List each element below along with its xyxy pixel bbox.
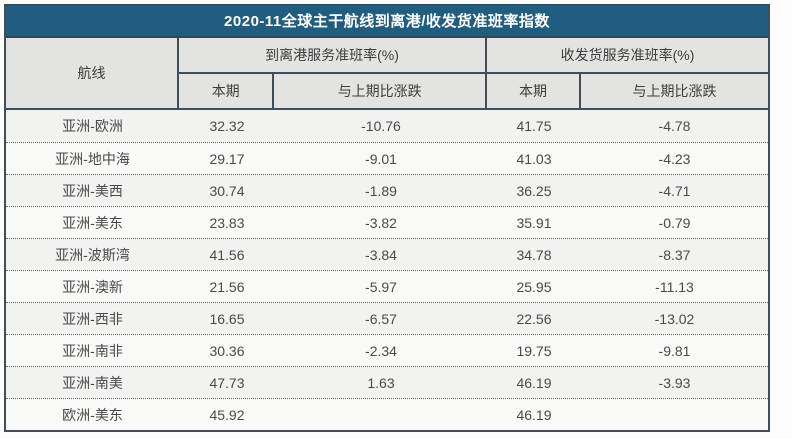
cargo-change-cell: -4.78 xyxy=(658,118,691,134)
cargo-current-cell: 46.19 xyxy=(516,374,552,391)
column-header-current-period-2: 本期 xyxy=(487,74,581,108)
cargo-change-cell: -3.93 xyxy=(658,374,691,391)
departure-current-cell: 29.17 xyxy=(209,150,245,167)
cargo-change-cell: -8.37 xyxy=(658,246,691,263)
table-row: 亚洲-欧洲 32.32 -10.76 41.75 -4.78 xyxy=(6,110,768,142)
departure-change-cell: -5.97 xyxy=(365,278,397,295)
route-cell: 亚洲-澳新 xyxy=(62,278,123,295)
cargo-current-cell: 35.91 xyxy=(516,214,552,231)
column-group-arrival-departure-label: 到离港服务准班率(%) xyxy=(179,38,485,74)
departure-change-cell: -3.84 xyxy=(365,246,397,263)
route-cell: 亚洲-地中海 xyxy=(55,150,130,167)
punctuality-index-table: 2020-11全球主干航线到离港/收发货准班率指数 航线 到离港服务准班率(%)… xyxy=(4,4,770,432)
route-cell: 亚洲-欧洲 xyxy=(62,118,123,134)
cargo-change-cell: -4.23 xyxy=(658,150,691,167)
cargo-current-cell: 46.19 xyxy=(516,406,552,423)
table-row: 亚洲-波斯湾 41.56 -3.84 34.78 -8.37 xyxy=(6,238,768,270)
departure-change-cell: -9.01 xyxy=(365,150,397,167)
departure-current-cell: 30.74 xyxy=(209,182,245,199)
departure-change-cell: -2.34 xyxy=(365,342,397,359)
route-cell: 欧洲-美东 xyxy=(62,406,123,423)
cargo-change-cell: -13.02 xyxy=(654,310,695,327)
column-header-route: 航线 xyxy=(6,38,179,108)
route-cell: 亚洲-美西 xyxy=(62,182,123,199)
column-group-cargo-receipt-delivery-label: 收发货服务准班率(%) xyxy=(487,38,768,74)
table-row: 亚洲-美西 30.74 -1.89 36.25 -4.71 xyxy=(6,174,768,206)
departure-current-cell: 47.73 xyxy=(209,374,245,391)
departure-change-cell: 1.63 xyxy=(367,374,395,391)
departure-current-cell: 45.92 xyxy=(209,406,245,423)
cargo-current-cell: 25.95 xyxy=(516,278,552,295)
column-header-current-period-1: 本期 xyxy=(179,74,275,108)
column-header-change-vs-previous-1: 与上期比涨跌 xyxy=(337,83,422,99)
route-cell: 亚洲-西非 xyxy=(62,310,123,327)
cargo-current-cell: 41.75 xyxy=(516,118,552,134)
column-header-change-vs-previous-2: 与上期比涨跌 xyxy=(632,83,717,99)
cargo-change-cell: -4.71 xyxy=(658,182,691,199)
column-group-cargo-receipt-delivery: 收发货服务准班率(%) 本期 与上期比涨跌 xyxy=(487,38,768,108)
table-row: 亚洲-澳新 21.56 -5.97 25.95 -11.13 xyxy=(6,270,768,302)
table-row: 亚洲-南美 47.73 1.63 46.19 -3.93 xyxy=(6,366,768,398)
cargo-current-cell: 41.03 xyxy=(516,150,552,167)
table-title: 2020-11全球主干航线到离港/收发货准班率指数 xyxy=(6,4,768,38)
departure-current-cell: 23.83 xyxy=(209,214,245,231)
table-header: 航线 到离港服务准班率(%) 本期 与上期比涨跌 收发货服务准班率(%) 本期 … xyxy=(6,38,768,110)
departure-current-cell: 16.65 xyxy=(209,310,245,327)
route-cell: 亚洲-美东 xyxy=(62,214,123,231)
cargo-change-cell: -11.13 xyxy=(655,278,694,295)
departure-current-cell: 41.56 xyxy=(209,246,245,263)
table-row: 亚洲-南非 30.36 -2.34 19.75 -9.81 xyxy=(6,334,768,366)
route-cell: 亚洲-南非 xyxy=(62,342,123,359)
cargo-current-cell: 36.25 xyxy=(516,182,552,199)
route-cell: 亚洲-波斯湾 xyxy=(55,246,130,263)
cargo-change-cell: -9.81 xyxy=(658,342,691,359)
table-body: 亚洲-欧洲 32.32 -10.76 41.75 -4.78 亚洲-地中海 29… xyxy=(6,110,768,430)
table-row: 亚洲-美东 23.83 -3.82 35.91 -0.79 xyxy=(6,206,768,238)
cargo-current-cell: 34.78 xyxy=(516,246,552,263)
departure-change-cell: -1.89 xyxy=(365,182,397,199)
cargo-current-cell: 19.75 xyxy=(516,342,552,359)
departure-current-cell: 21.56 xyxy=(209,278,245,295)
departure-change-cell: -10.76 xyxy=(361,118,401,134)
route-cell: 亚洲-南美 xyxy=(62,374,123,391)
departure-change-cell: -3.82 xyxy=(365,214,397,231)
table-row: 亚洲-西非 16.65 -6.57 22.56 -13.02 xyxy=(6,302,768,334)
table-row: 亚洲-地中海 29.17 -9.01 41.03 -4.23 xyxy=(6,142,768,174)
departure-current-cell: 32.32 xyxy=(209,118,245,134)
cargo-current-cell: 22.56 xyxy=(516,310,552,327)
departure-change-cell: -6.57 xyxy=(365,310,397,327)
cargo-change-cell: -0.79 xyxy=(658,214,691,231)
departure-current-cell: 30.36 xyxy=(209,342,245,359)
column-group-arrival-departure: 到离港服务准班率(%) 本期 与上期比涨跌 xyxy=(179,38,487,108)
table-row: 欧洲-美东 45.92 46.19 xyxy=(6,398,768,430)
